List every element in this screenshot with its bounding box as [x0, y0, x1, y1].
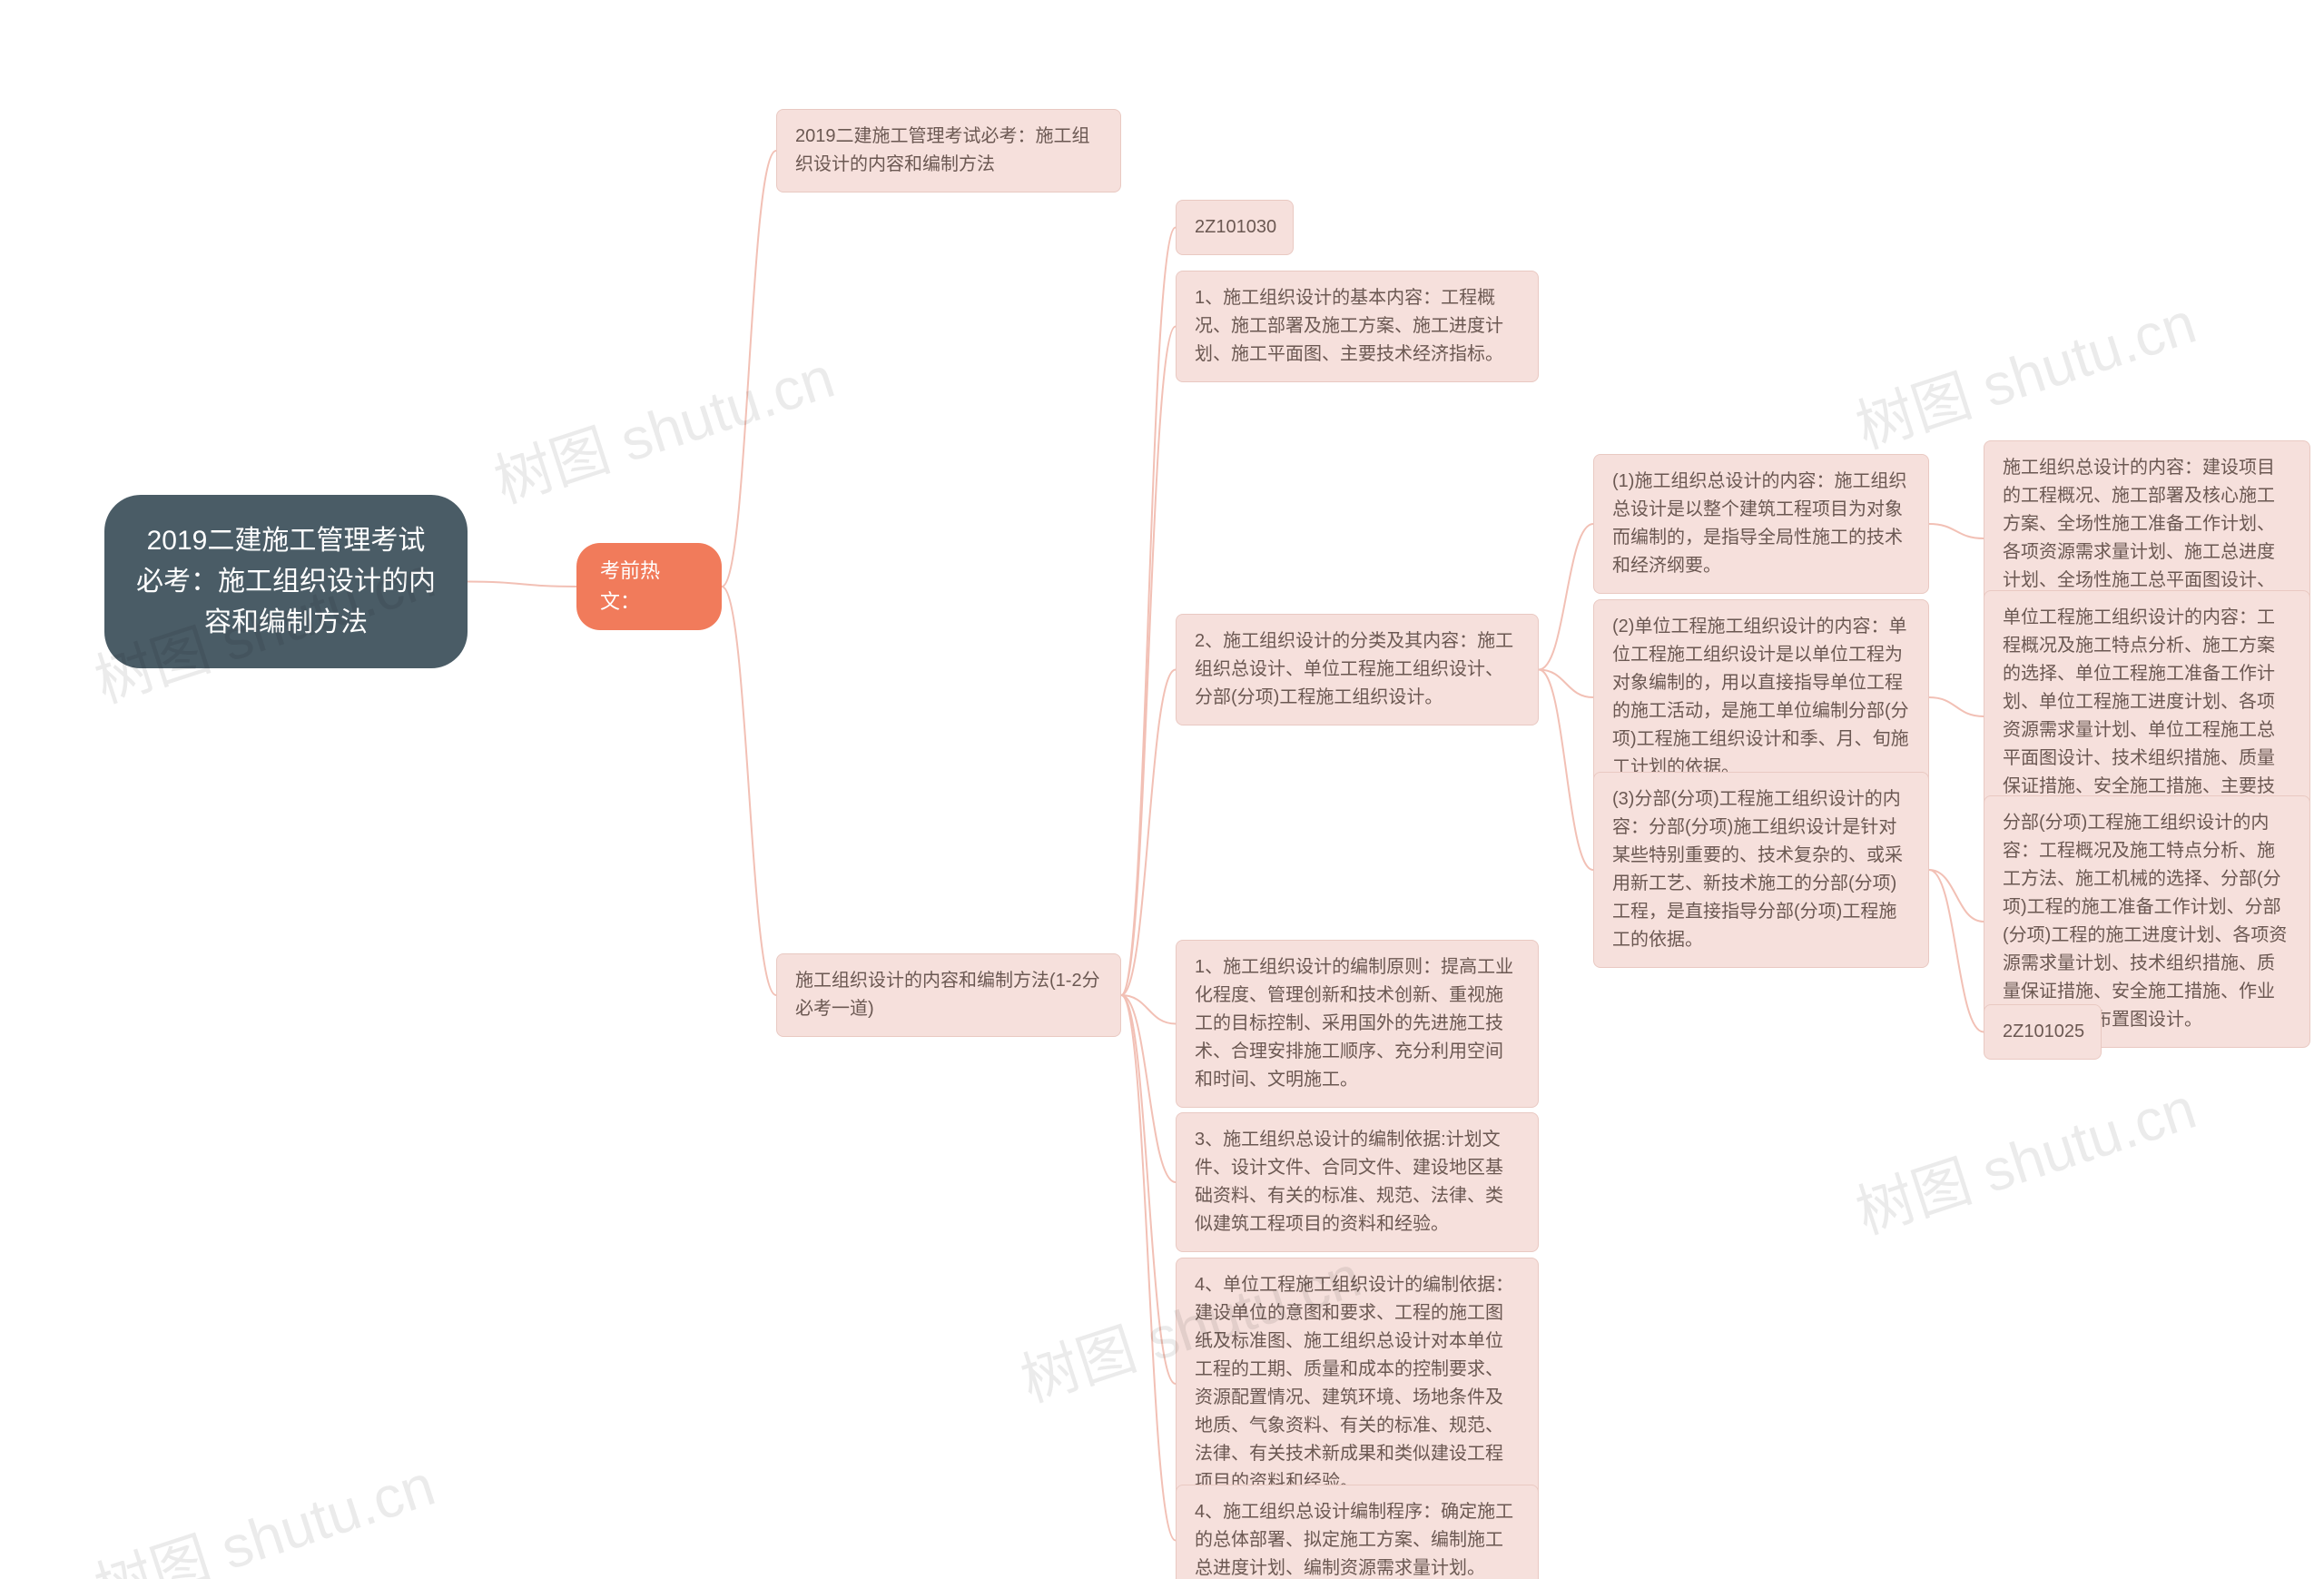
- mindmap-node[interactable]: 2019二建施工管理考试必考：施工组织设计的内容和编制方法: [776, 109, 1121, 192]
- mindmap-node[interactable]: 3、施工组织总设计的编制依据:计划文件、设计文件、合同文件、建设地区基础资料、有…: [1176, 1112, 1539, 1252]
- node-label: 分部(分项)工程施工组织设计的内容：工程概况及施工特点分析、施工方法、施工机械的…: [2003, 813, 2287, 1030]
- node-label: 2019二建施工管理考试必考：施工组织设计的内容和编制方法: [795, 126, 1090, 174]
- mindmap-node[interactable]: (2)单位工程施工组织设计的内容：单位工程施工组织设计是以单位工程为对象编制的，…: [1593, 599, 1929, 795]
- node-label: 4、单位工程施工组织设计的编制依据：建设单位的意图和要求、工程的施工图纸及标准图…: [1195, 1275, 1513, 1492]
- mindmap-root-node[interactable]: 2019二建施工管理考试必考：施工组织设计的内容和编制方法: [104, 495, 468, 668]
- node-label: 2、施工组织设计的分类及其内容：施工组织总设计、单位工程施工组织设计、分部(分项…: [1195, 631, 1513, 707]
- node-label: 3、施工组织总设计的编制依据:计划文件、设计文件、合同文件、建设地区基础资料、有…: [1195, 1130, 1503, 1234]
- node-label: 1、施工组织设计的基本内容：工程概况、施工部署及施工方案、施工进度计划、施工平面…: [1195, 288, 1503, 364]
- node-label: 2Z101025: [2003, 1021, 2084, 1041]
- mindmap-node[interactable]: 1、施工组织设计的编制原则：提高工业化程度、管理创新和技术创新、重视施工的目标控…: [1176, 940, 1539, 1108]
- node-label: 1、施工组织设计的编制原则：提高工业化程度、管理创新和技术创新、重视施工的目标控…: [1195, 957, 1513, 1090]
- hub-label: 考前热文：: [600, 559, 660, 613]
- mindmap-node[interactable]: 2Z101030: [1176, 200, 1294, 255]
- node-label: (3)分部(分项)工程施工组织设计的内容：分部(分项)施工组织设计是针对某些特别…: [1612, 789, 1903, 950]
- watermark: 树图 shutu.cn: [84, 1439, 444, 1579]
- mindmap-node[interactable]: 4、单位工程施工组织设计的编制依据：建设单位的意图和要求、工程的施工图纸及标准图…: [1176, 1258, 1539, 1510]
- mindmap-node[interactable]: 施工组织设计的内容和编制方法(1-2分必考一道): [776, 953, 1121, 1037]
- connector-layer: [0, 0, 2324, 1579]
- node-label: 4、施工组织总设计编制程序：确定施工的总体部署、拟定施工方案、编制施工总进度计划…: [1195, 1502, 1513, 1578]
- node-label: (1)施工组织总设计的内容：施工组织总设计是以整个建筑工程项目为对象而编制的，是…: [1612, 471, 1906, 576]
- node-label: 施工组织设计的内容和编制方法(1-2分必考一道): [795, 971, 1100, 1019]
- root-label: 2019二建施工管理考试必考：施工组织设计的内容和编制方法: [136, 526, 436, 637]
- mindmap-node[interactable]: 2Z101025: [1984, 1004, 2102, 1060]
- mindmap-node[interactable]: 4、施工组织总设计编制程序：确定施工的总体部署、拟定施工方案、编制施工总进度计划…: [1176, 1485, 1539, 1579]
- mindmap-hub-node[interactable]: 考前热文：: [576, 543, 722, 630]
- watermark: 树图 shutu.cn: [1845, 277, 2205, 465]
- node-label: (2)单位工程施工组织设计的内容：单位工程施工组织设计是以单位工程为对象编制的，…: [1612, 617, 1909, 777]
- watermark: 树图 shutu.cn: [483, 331, 843, 519]
- node-label: 2Z101030: [1195, 217, 1276, 237]
- node-label: 单位工程施工组织设计的内容：工程概况及施工特点分析、施工方案的选择、单位工程施工…: [2003, 607, 2275, 824]
- mindmap-node[interactable]: (3)分部(分项)工程施工组织设计的内容：分部(分项)施工组织设计是针对某些特别…: [1593, 772, 1929, 968]
- mindmap-node[interactable]: (1)施工组织总设计的内容：施工组织总设计是以整个建筑工程项目为对象而编制的，是…: [1593, 454, 1929, 594]
- watermark: 树图 shutu.cn: [1845, 1062, 2205, 1250]
- mindmap-node[interactable]: 1、施工组织设计的基本内容：工程概况、施工部署及施工方案、施工进度计划、施工平面…: [1176, 271, 1539, 382]
- mindmap-node[interactable]: 2、施工组织设计的分类及其内容：施工组织总设计、单位工程施工组织设计、分部(分项…: [1176, 614, 1539, 725]
